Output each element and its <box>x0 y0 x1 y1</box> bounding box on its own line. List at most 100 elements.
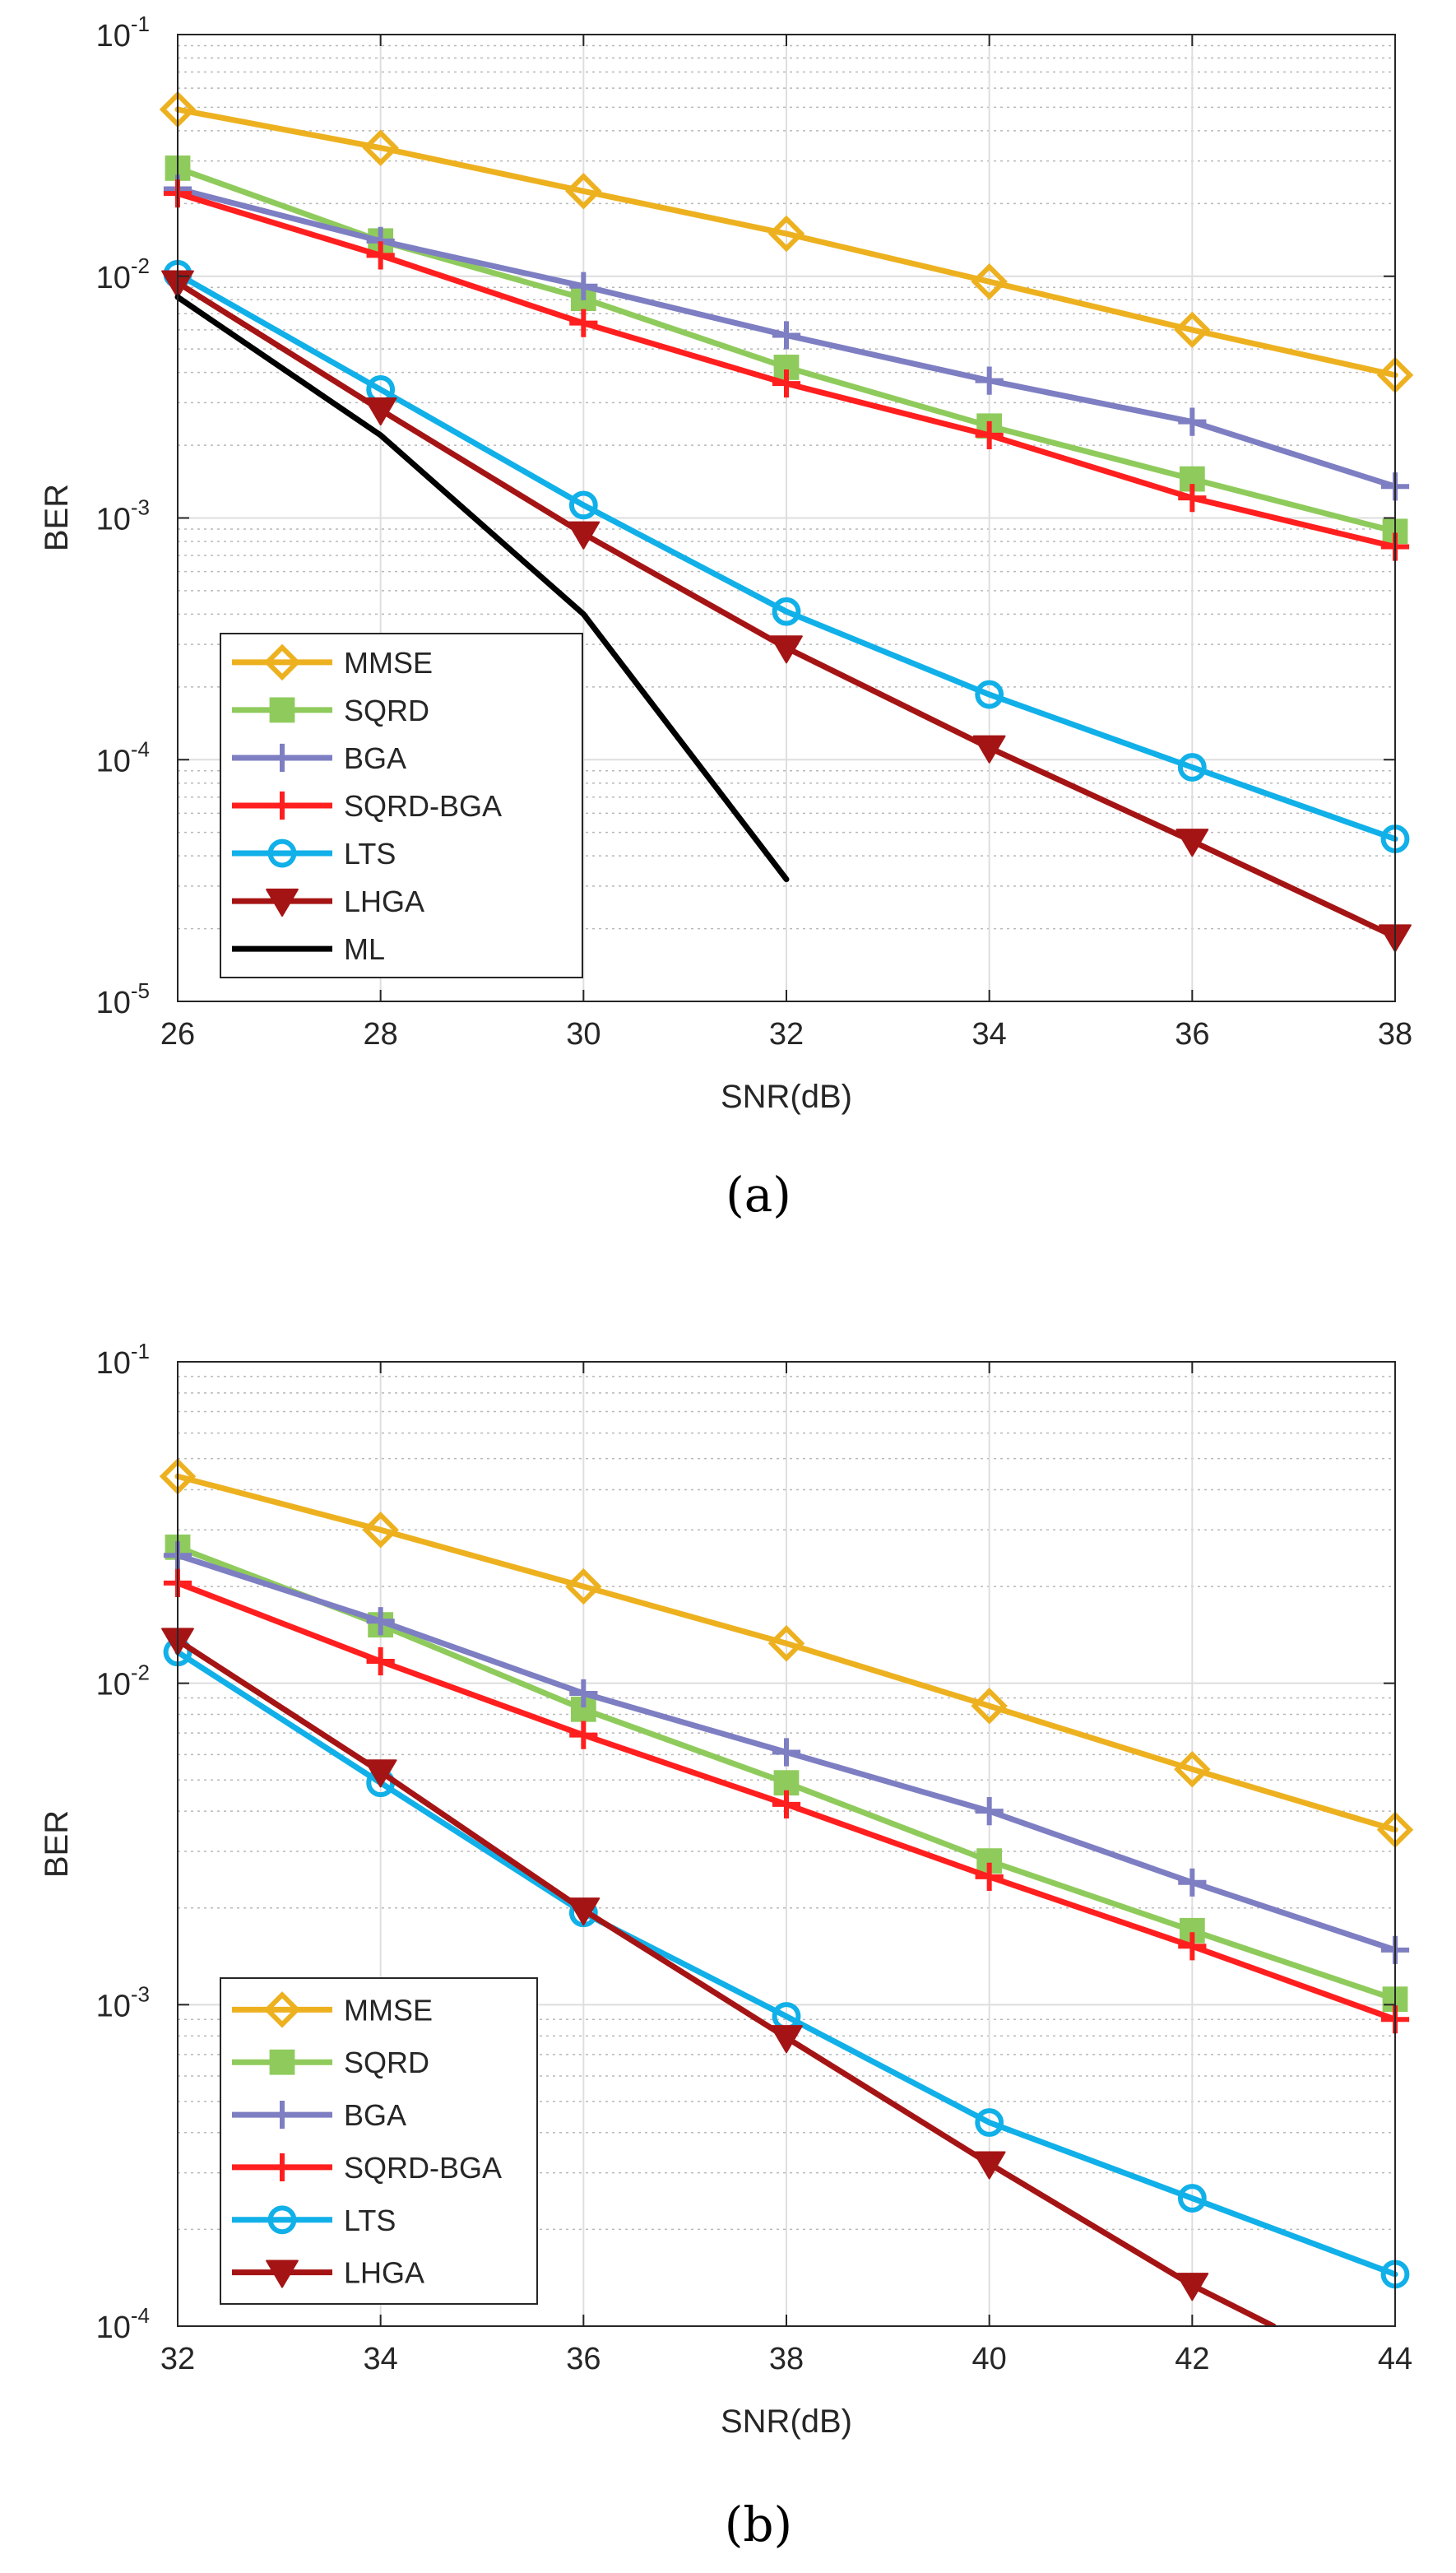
y-tick-label: 10-3 <box>96 495 150 537</box>
data-point <box>362 129 399 166</box>
legend: MMSE SQRD BGA SQRD-BGA LTS LHGA <box>220 1977 538 2305</box>
x-tick-label: 40 <box>972 2342 1007 2376</box>
legend-box <box>220 1977 538 2305</box>
legend-label: LHGA <box>344 2256 424 2290</box>
data-point <box>565 173 602 210</box>
legend-label: LTS <box>344 2204 396 2237</box>
y-tick-label: 10-1 <box>96 12 150 53</box>
legend-marker <box>263 643 301 681</box>
legend-label: MMSE <box>344 646 433 680</box>
y-axis-label: BER <box>39 1810 75 1878</box>
data-point <box>971 1687 1008 1725</box>
x-tick-label: 38 <box>769 2342 804 2376</box>
legend-marker <box>266 888 299 917</box>
y-tick-label: 10-1 <box>96 1339 150 1381</box>
data-point <box>975 2108 1004 2137</box>
x-tick-label: 42 <box>1175 2342 1209 2376</box>
data-point <box>567 1897 600 1926</box>
legend-label: BGA <box>344 741 406 775</box>
legend-marker <box>267 2153 297 2182</box>
x-tick-label: 26 <box>160 1017 195 1052</box>
data-point <box>1177 2184 1207 2213</box>
data-point <box>364 1759 397 1788</box>
legend-label: SQRD <box>344 2046 429 2079</box>
data-point <box>971 263 1008 300</box>
data-point <box>1174 311 1211 349</box>
data-point <box>568 490 598 520</box>
data-point <box>772 369 801 398</box>
data-point <box>773 1770 800 1796</box>
legend-label: LTS <box>344 837 396 871</box>
legend-marker <box>266 2260 299 2288</box>
data-point <box>565 1567 602 1605</box>
series-line <box>174 271 1398 843</box>
x-tick-label: 34 <box>972 1017 1007 1052</box>
legend-marker <box>267 2205 297 2235</box>
data-point <box>1175 829 1209 857</box>
x-tick-label: 28 <box>364 1017 398 1052</box>
legend-label: MMSE <box>344 1993 433 2027</box>
y-ticks: 10-1 10-2 10-3 10-4 <box>96 1339 1395 2345</box>
data-point <box>366 1607 395 1636</box>
x-ticks: 26 28 30 32 34 36 38 <box>160 35 1412 1052</box>
y-tick-label: 10-2 <box>96 253 150 295</box>
legend-label: LHGA <box>344 885 424 918</box>
data-point <box>1178 484 1207 513</box>
data-point <box>975 420 1004 450</box>
legend: MMSE SQRD BGA SQRD-BGA LTS LHGA ML <box>220 633 583 978</box>
data-point <box>772 597 801 626</box>
data-point <box>767 1625 805 1662</box>
y-ticks: 10-1 10-2 10-3 10-4 10-5 <box>96 12 1395 1020</box>
x-tick-label: 32 <box>769 1017 804 1052</box>
data-point <box>975 1797 1004 1826</box>
data-point <box>567 521 600 550</box>
y-axis-label: BER <box>39 484 75 551</box>
legend-label: SQRD <box>344 694 429 727</box>
y-tick-label: 10-5 <box>96 978 150 1020</box>
x-tick-label: 34 <box>364 2342 398 2376</box>
data-point <box>975 1862 1004 1891</box>
data-point <box>1175 2273 1209 2301</box>
data-point <box>975 680 1004 709</box>
legend-marker <box>267 743 297 773</box>
data-point <box>569 1679 598 1708</box>
x-tick-label: 38 <box>1378 1017 1412 1052</box>
caption-b: (b) <box>725 2496 792 2552</box>
chart-a: 26 28 30 32 34 36 38 10-1 10-2 10-3 10-4 10-5 SNR(… <box>39 12 1414 1223</box>
legend-label: SQRD-BGA <box>344 2151 502 2185</box>
data-point <box>1178 1932 1207 1961</box>
data-point <box>1178 1868 1207 1897</box>
y-tick-label: 10-2 <box>96 1660 150 1702</box>
data-point <box>364 397 397 426</box>
data-point <box>772 321 801 350</box>
y-tick-label: 10-4 <box>96 736 150 778</box>
data-point <box>1177 753 1207 782</box>
caption-a: (a) <box>726 1167 791 1223</box>
legend-marker <box>263 1991 301 2028</box>
data-point <box>366 241 395 270</box>
x-tick-label: 30 <box>566 1017 600 1052</box>
data-point <box>975 366 1004 395</box>
data-point <box>772 1738 801 1767</box>
series-lines <box>159 1458 1414 2326</box>
legend-label: SQRD-BGA <box>344 789 502 823</box>
data-point <box>569 309 598 337</box>
x-tick-label: 44 <box>1378 2342 1412 2376</box>
legend-label: ML <box>344 932 385 966</box>
legend-marker <box>267 791 297 820</box>
series-line <box>174 1473 1398 1833</box>
legend-marker <box>269 697 295 723</box>
legend-marker <box>267 838 297 868</box>
legend-marker <box>267 2100 297 2129</box>
series-line <box>174 106 1398 379</box>
data-point <box>1174 1750 1211 1788</box>
x-axis-label: SNR(dB) <box>721 1079 852 1115</box>
data-point <box>362 1512 399 1549</box>
x-axis-label: SNR(dB) <box>721 2403 852 2440</box>
data-point <box>569 1721 598 1749</box>
x-ticks: 32 34 36 38 40 42 44 <box>160 1362 1412 2376</box>
series-lines <box>159 91 1414 953</box>
series-line <box>174 294 790 883</box>
y-tick-label: 10-3 <box>96 1981 150 2023</box>
